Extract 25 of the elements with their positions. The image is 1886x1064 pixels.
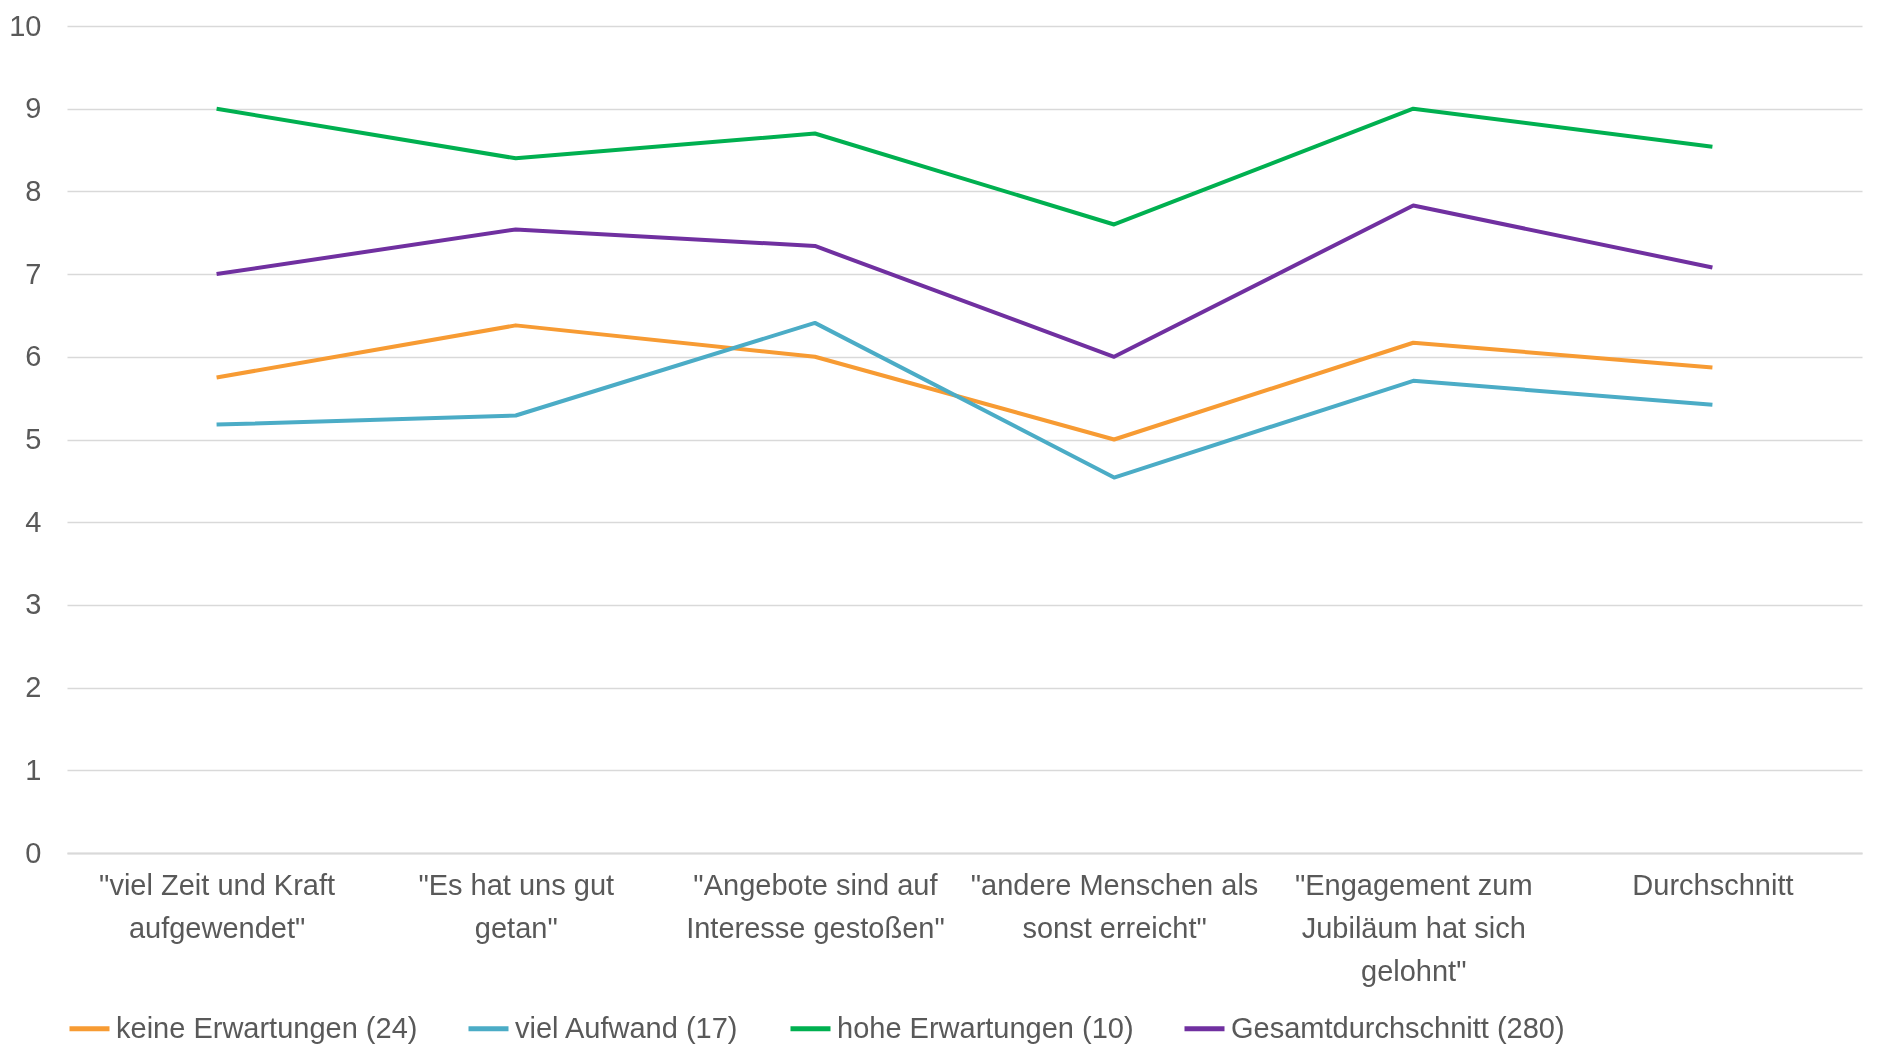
y-tick-label: 10 [9,9,42,42]
line-series [214,203,1715,359]
x-tick-label: "viel Zeit und Kraft aufgewendet" [99,868,336,944]
y-tick-label: 5 [25,423,42,455]
y-tick-label: 2 [25,671,42,704]
y-tick-label: 1 [25,753,42,786]
line-series [214,106,1715,227]
legend-label: Gesamtdurchschnitt (280) [1231,1011,1565,1044]
y-tick-label: 7 [25,257,42,290]
line-series [214,323,1715,442]
x-tick-label: Durchschnitt [1632,868,1794,901]
y-tick-label: 6 [25,340,42,373]
legend-label: hohe Erwartungen (10) [837,1011,1134,1044]
x-tick-label: "Engagement zum Jubiläum hat sich gelohnt" [1294,868,1533,987]
x-tick-label: "Es hat uns gut getan" [418,868,615,944]
legend-label: viel Aufwand (17) [515,1011,738,1044]
legend-label: keine Erwartungen (24) [116,1011,418,1044]
y-tick-label: 8 [25,174,42,207]
x-tick-label: "andere Menschen als sonst erreicht" [970,868,1259,944]
x-tick-label: "Angebote sind auf Interesse gestoßen" [686,868,945,944]
y-tick-label: 3 [25,588,42,621]
y-tick-label: 9 [25,92,42,125]
y-tick-label: 4 [25,505,42,538]
line-series [214,320,1715,480]
y-tick-label: 0 [25,836,42,869]
